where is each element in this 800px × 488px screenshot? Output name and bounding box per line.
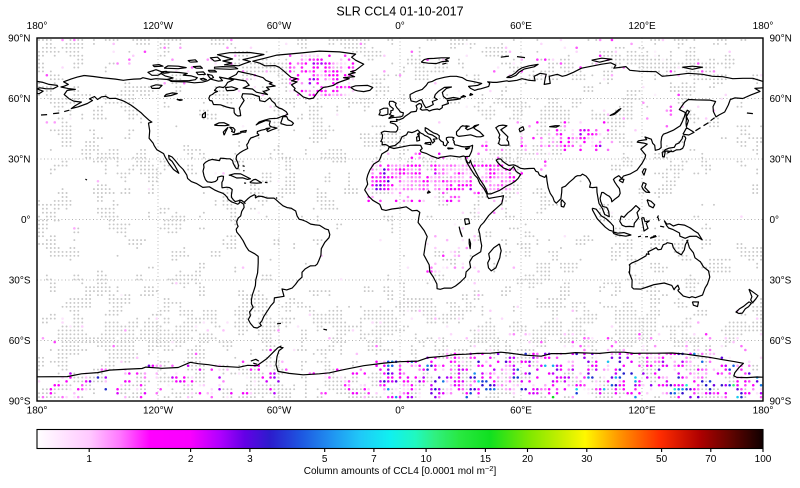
svg-text:120°W: 120°W — [143, 21, 174, 32]
svg-text:90°S: 90°S — [770, 397, 792, 408]
svg-text:0°: 0° — [395, 21, 405, 32]
svg-text:60°E: 60°E — [510, 21, 532, 32]
svg-text:60°N: 60°N — [8, 94, 30, 105]
svg-text:60°E: 60°E — [510, 406, 532, 417]
svg-text:7: 7 — [371, 454, 377, 465]
svg-text:60°W: 60°W — [267, 21, 292, 32]
svg-text:60°N: 60°N — [770, 94, 792, 105]
svg-text:70: 70 — [705, 454, 717, 465]
svg-text:60°W: 60°W — [267, 406, 292, 417]
svg-text:30°S: 30°S — [770, 276, 792, 287]
svg-text:30°S: 30°S — [9, 276, 31, 287]
svg-text:120°W: 120°W — [143, 406, 174, 417]
svg-text:1: 1 — [86, 454, 92, 465]
svg-text:90°N: 90°N — [8, 34, 30, 45]
svg-text:0°: 0° — [770, 215, 780, 226]
svg-text:90°S: 90°S — [9, 397, 31, 408]
svg-text:SLR CCL4 01-10-2017: SLR CCL4 01-10-2017 — [336, 5, 463, 19]
svg-text:120°E: 120°E — [628, 406, 656, 417]
svg-text:5: 5 — [322, 454, 328, 465]
svg-text:Column amounts of CCL4 [0.0001: Column amounts of CCL4 [0.0001 mol m−2] — [304, 464, 497, 477]
svg-text:60°S: 60°S — [9, 336, 31, 347]
svg-text:0°: 0° — [21, 215, 31, 226]
svg-text:0°: 0° — [395, 406, 405, 417]
svg-text:60°S: 60°S — [770, 336, 792, 347]
svg-text:100: 100 — [755, 454, 772, 465]
svg-text:20: 20 — [522, 454, 534, 465]
svg-text:15: 15 — [480, 454, 492, 465]
svg-text:30°N: 30°N — [770, 155, 792, 166]
svg-text:30: 30 — [581, 454, 593, 465]
svg-text:180°: 180° — [753, 406, 774, 417]
svg-text:50: 50 — [656, 454, 668, 465]
svg-text:120°E: 120°E — [628, 21, 656, 32]
svg-text:10: 10 — [421, 454, 433, 465]
svg-text:3: 3 — [247, 454, 253, 465]
svg-text:90°N: 90°N — [770, 34, 792, 45]
svg-text:30°N: 30°N — [8, 155, 30, 166]
svg-text:180°: 180° — [27, 406, 48, 417]
svg-text:180°: 180° — [27, 21, 48, 32]
svg-text:2: 2 — [188, 454, 194, 465]
svg-text:180°: 180° — [753, 21, 774, 32]
